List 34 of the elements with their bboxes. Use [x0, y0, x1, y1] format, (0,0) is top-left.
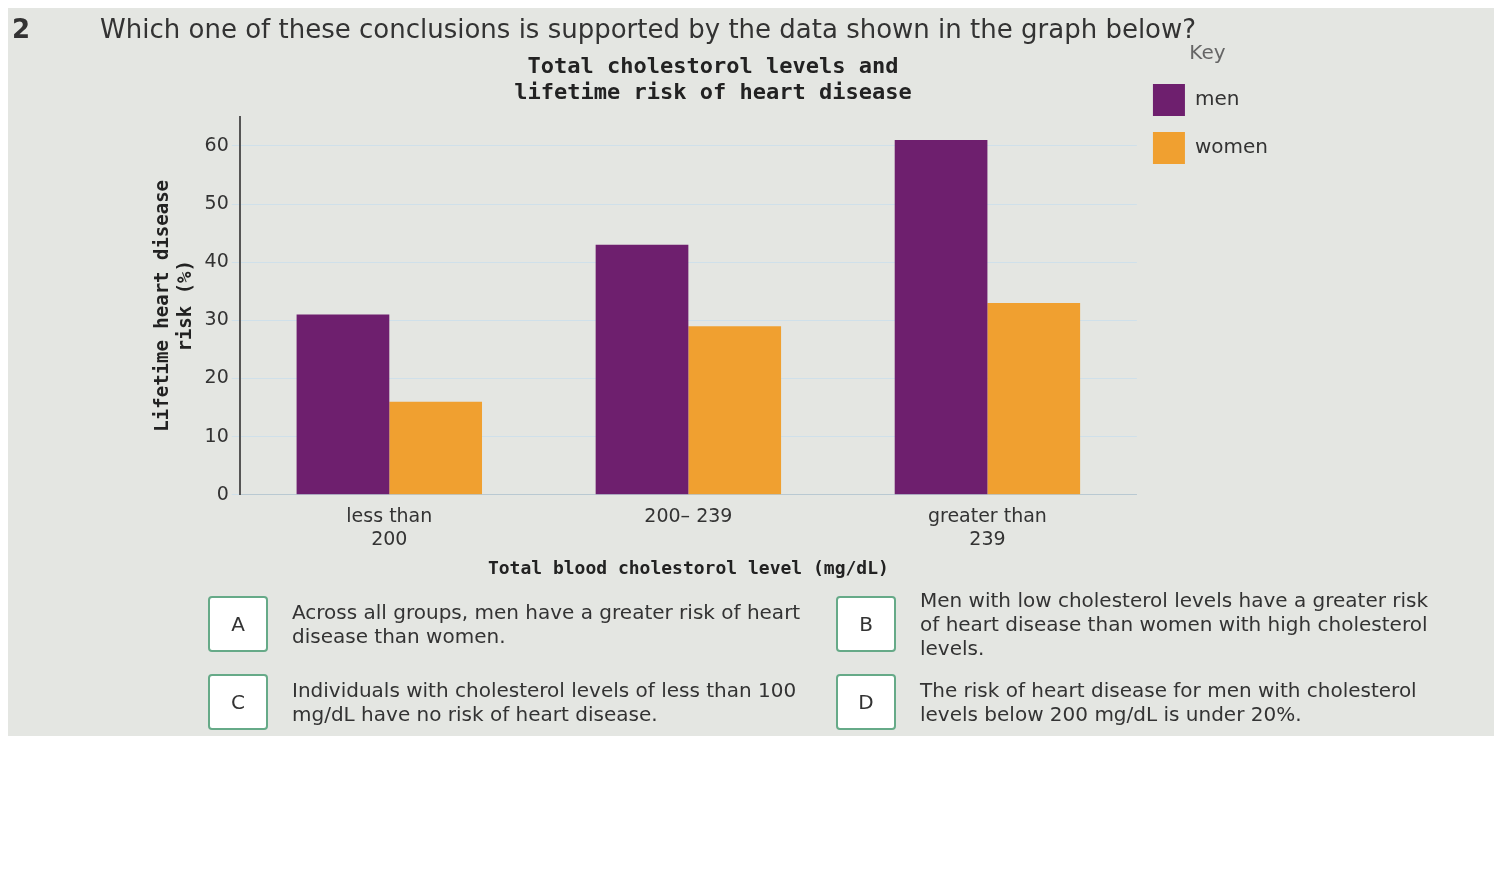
category-label: greater than — [927, 504, 1047, 527]
bar — [296, 314, 390, 495]
bar — [688, 326, 782, 495]
text: Individuals with cholesterol levels of less than 100 mg/dL have no risk of heart disease. — [292, 678, 798, 726]
category-label: less than — [346, 504, 433, 527]
text: B — [836, 596, 896, 652]
bar — [894, 140, 988, 495]
text: lifetime risk of heart disease — [514, 79, 912, 105]
y-tick-label: 30 — [204, 307, 229, 330]
bar — [987, 302, 1081, 495]
x-tick-label: 200– 239 — [644, 504, 733, 527]
text: A — [208, 596, 268, 652]
y-tick-label: 40 — [204, 249, 229, 272]
y-tick-label: 50 — [204, 190, 229, 213]
text: 2 — [12, 14, 31, 44]
y-tick-label: 0 — [216, 481, 229, 504]
text: risk (%) — [173, 260, 196, 352]
text: Total cholestorol levels and — [527, 52, 899, 78]
text: Across all groups, men have a greater risk of heart disease than women. — [292, 600, 802, 648]
text: The risk of heart disease for men with cholesterol levels below 200 mg/dL is under 20%. — [920, 678, 1418, 726]
y-tick-label: 60 — [204, 132, 229, 155]
text: Men with low cholesterol levels have a greater risk of heart disease than women with high cholesterol levels. — [920, 588, 1430, 660]
x-axis-title: Total blood cholestorol level (mg/dL) — [487, 556, 889, 578]
y-tick-label: 20 — [204, 365, 229, 388]
y-tick-label: 10 — [204, 423, 229, 446]
bar — [595, 244, 689, 495]
category-label: 239 — [969, 526, 1006, 549]
text: C — [208, 674, 268, 730]
text: D — [836, 674, 896, 730]
category-label: 200 — [371, 526, 408, 549]
legend-label: men — [1194, 86, 1240, 111]
legend-label: women — [1194, 134, 1269, 159]
text: Lifetime heart disease — [150, 179, 173, 432]
bar — [389, 401, 483, 495]
